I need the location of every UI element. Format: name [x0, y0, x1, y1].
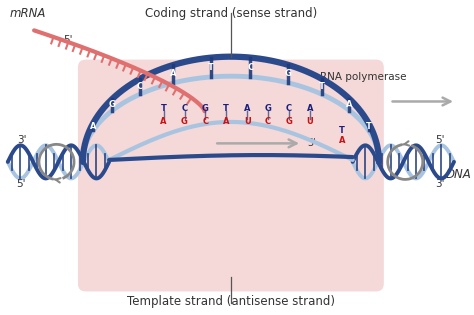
Text: G: G	[202, 104, 209, 113]
Text: mRNA: mRNA	[9, 7, 46, 20]
Text: A: A	[160, 117, 167, 126]
Text: C: C	[182, 104, 188, 113]
Text: 3': 3'	[307, 138, 316, 148]
Text: Template strand (antisense strand): Template strand (antisense strand)	[127, 295, 335, 308]
Text: 5': 5'	[17, 179, 26, 189]
Text: A: A	[346, 100, 353, 109]
Text: A: A	[307, 104, 313, 113]
Text: C: C	[202, 117, 209, 126]
Text: 5': 5'	[436, 135, 445, 146]
Text: G: G	[181, 117, 188, 126]
Text: G: G	[264, 104, 272, 113]
Text: 5': 5'	[64, 35, 73, 45]
Text: T: T	[223, 104, 229, 113]
Text: DNA: DNA	[446, 168, 472, 181]
Text: A: A	[339, 136, 346, 146]
Text: A: A	[90, 122, 96, 131]
Text: 3': 3'	[17, 135, 26, 146]
Text: 3': 3'	[436, 179, 445, 189]
Text: G: G	[109, 100, 116, 109]
Text: A: A	[244, 104, 250, 113]
Text: T: T	[161, 104, 166, 113]
Text: A: A	[170, 69, 177, 78]
Text: Coding strand (sense strand): Coding strand (sense strand)	[145, 7, 317, 20]
Text: RNA polymerase: RNA polymerase	[319, 72, 406, 82]
Text: U: U	[306, 117, 313, 126]
Text: G: G	[285, 69, 292, 78]
Text: T: T	[365, 122, 372, 131]
Text: T: T	[339, 126, 345, 135]
Text: G: G	[285, 117, 292, 126]
Text: A: A	[223, 117, 229, 126]
Text: U: U	[244, 117, 251, 126]
Text: T: T	[319, 82, 325, 91]
Text: T: T	[209, 63, 214, 72]
Text: C: C	[286, 104, 292, 113]
Text: C: C	[247, 63, 254, 72]
Text: C: C	[265, 117, 271, 126]
Text: C: C	[137, 82, 143, 91]
FancyBboxPatch shape	[78, 60, 384, 291]
